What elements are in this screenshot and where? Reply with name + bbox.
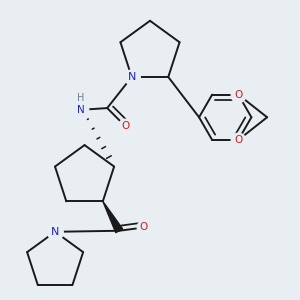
Text: N: N — [128, 72, 136, 82]
Text: O: O — [140, 223, 148, 232]
Text: H: H — [77, 93, 85, 103]
Polygon shape — [103, 201, 123, 233]
Text: O: O — [234, 90, 242, 100]
Text: O: O — [121, 121, 129, 131]
Text: O: O — [234, 135, 242, 145]
Text: N: N — [77, 105, 85, 115]
Text: N: N — [51, 227, 59, 237]
